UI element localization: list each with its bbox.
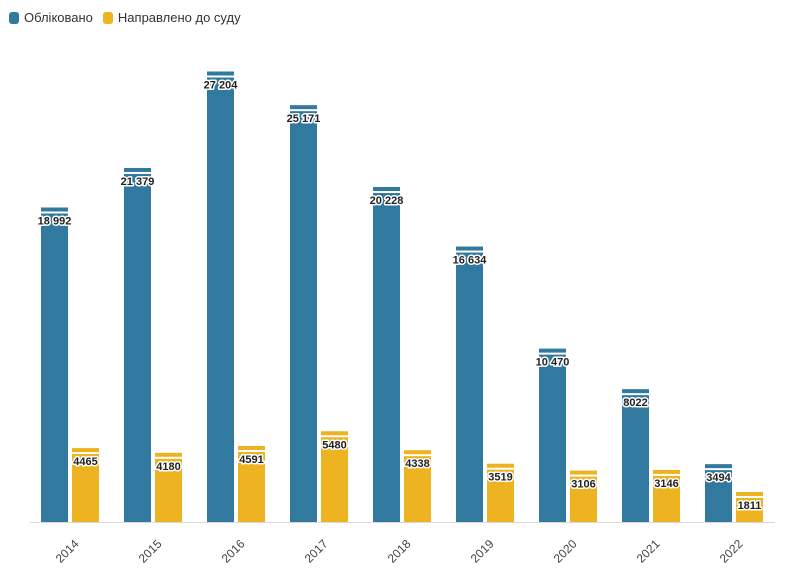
x-tick-label-2018: 2018 xyxy=(385,537,414,566)
bar-cap-sent-to-court-2022 xyxy=(736,492,763,497)
bar-cap-sent-to-court-2016 xyxy=(238,445,265,450)
bar-registered-2016 xyxy=(207,77,234,522)
bar-sent-to-court-2016 xyxy=(238,451,265,522)
data-label-registered-2016: 27 204 xyxy=(204,80,239,92)
legend-item-sent-to-court[interactable]: Направлено до суду xyxy=(102,10,241,25)
bar-sent-to-court-2015 xyxy=(155,458,182,522)
bar-registered-2014 xyxy=(41,213,68,522)
bar-registered-2020 xyxy=(539,354,566,522)
bar-cap-sent-to-court-2018 xyxy=(404,450,431,455)
bar-cap-registered-2019 xyxy=(456,246,483,251)
bar-registered-2021 xyxy=(622,395,649,522)
data-label-sent-to-court-2019: 3519 xyxy=(488,472,512,484)
data-label-sent-to-court-2017: 5480 xyxy=(322,439,346,451)
bar-cap-registered-2017 xyxy=(290,105,317,110)
bar-registered-2018 xyxy=(373,193,400,522)
legend-label-registered: Обліковано xyxy=(24,10,93,25)
bar-cap-registered-2015 xyxy=(124,167,151,172)
data-label-sent-to-court-2018: 4338 xyxy=(405,458,429,470)
bar-registered-2022 xyxy=(705,470,732,522)
x-tick-label-2019: 2019 xyxy=(468,537,497,566)
bar-cap-registered-2020 xyxy=(539,348,566,353)
legend-swatch-registered xyxy=(9,11,19,24)
data-label-sent-to-court-2014: 4465 xyxy=(73,456,97,468)
bar-registered-2015 xyxy=(124,173,151,523)
data-label-sent-to-court-2015: 4180 xyxy=(156,461,180,473)
bar-cap-sent-to-court-2020 xyxy=(570,470,597,475)
bar-cap-registered-2021 xyxy=(622,389,649,394)
x-tick-label-2014: 2014 xyxy=(53,537,82,566)
bar-sent-to-court-2020 xyxy=(570,476,597,522)
data-label-registered-2018: 20 228 xyxy=(370,195,404,207)
bar-registered-2017 xyxy=(290,111,317,522)
x-tick-label-2020: 2020 xyxy=(551,537,580,566)
data-label-registered-2015: 21 379 xyxy=(121,176,155,188)
legend-item-registered[interactable]: Обліковано xyxy=(9,10,93,25)
legend: Обліковано Направлено до суду xyxy=(9,10,241,25)
data-label-sent-to-court-2021: 3146 xyxy=(654,478,678,490)
bar-cap-sent-to-court-2017 xyxy=(321,431,348,436)
x-tick-label-2022: 2022 xyxy=(717,537,746,566)
bar-sent-to-court-2014 xyxy=(72,454,99,522)
bar-cap-sent-to-court-2021 xyxy=(653,469,680,474)
bar-cap-registered-2022 xyxy=(705,464,732,469)
data-label-registered-2017: 25 171 xyxy=(287,113,321,125)
bar-sent-to-court-2019 xyxy=(487,469,514,522)
bar-sent-to-court-2022 xyxy=(736,498,763,522)
data-label-registered-2020: 10 470 xyxy=(536,357,570,369)
bar-cap-registered-2016 xyxy=(207,71,234,76)
data-label-registered-2019: 16 634 xyxy=(453,255,488,267)
data-label-sent-to-court-2016: 4591 xyxy=(239,454,263,466)
legend-swatch-sent-to-court xyxy=(102,11,113,24)
data-label-registered-2014: 18 992 xyxy=(38,215,72,227)
data-label-registered-2022: 3494 xyxy=(706,472,731,484)
bar-sent-to-court-2017 xyxy=(321,437,348,522)
x-tick-label-2021: 2021 xyxy=(634,537,663,566)
legend-label-sent-to-court: Направлено до суду xyxy=(117,10,241,25)
bar-cap-sent-to-court-2014 xyxy=(72,448,99,453)
x-tick-label-2015: 2015 xyxy=(136,537,165,566)
data-label-sent-to-court-2020: 3106 xyxy=(571,479,595,491)
bar-cap-sent-to-court-2019 xyxy=(487,463,514,468)
x-tick-label-2016: 2016 xyxy=(219,537,248,566)
bar-cap-registered-2018 xyxy=(373,187,400,192)
bar-sent-to-court-2018 xyxy=(404,456,431,522)
x-tick-label-2017: 2017 xyxy=(302,537,331,566)
data-label-registered-2021: 8022 xyxy=(623,397,647,409)
data-label-sent-to-court-2022: 1811 xyxy=(738,500,762,512)
bar-registered-2019 xyxy=(456,252,483,522)
bar-cap-registered-2014 xyxy=(41,207,68,212)
bar-sent-to-court-2021 xyxy=(653,475,680,522)
bar-cap-sent-to-court-2015 xyxy=(155,452,182,457)
